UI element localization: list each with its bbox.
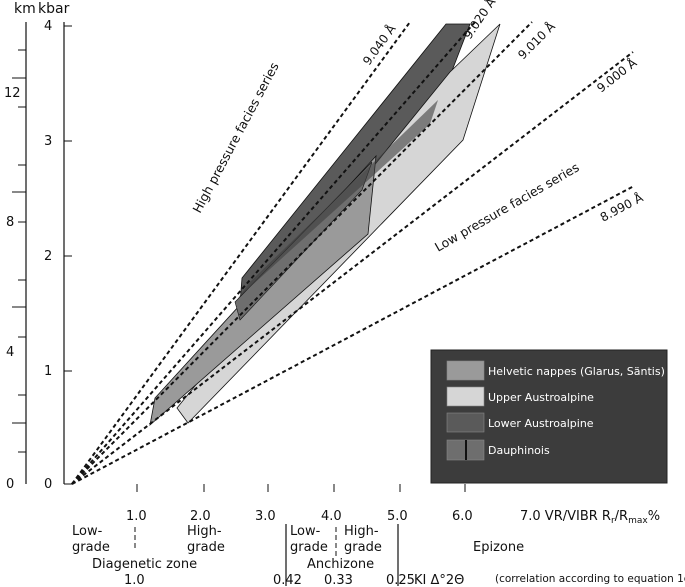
isopleth-label-9040: 9.040 Å [359,21,399,68]
ki-unit: KI Δ°2Θ [414,573,464,587]
legend-label-dauphinois: Dauphinois [488,444,550,457]
isopleth-label-8990: 8.990 Å [597,189,646,224]
anchi-high-line2: grade [344,540,382,555]
ki-value-025: 0.25 [386,573,415,587]
correlation-note: (correlation according to equation 1d) [495,573,685,585]
ki-value-1: 1.0 [124,573,145,587]
field-overlap-dark [238,100,438,298]
epizone-label: Epizone [473,540,524,555]
ki-value-033: 0.33 [324,573,353,587]
pressure-axis: 4 3 2 1 0 [44,19,72,492]
legend: Helvetic nappes (Glarus, Säntis) Upper A… [430,349,668,484]
anchi-low-line1: Low- [290,524,321,539]
depth-tick-0: 0 [6,477,14,492]
diagenetic-low-line2: grade [72,540,110,555]
legend-swatch-lower [446,412,485,433]
high-pressure-label: High pressure facies series [189,60,281,216]
legend-swatch-helvetic [446,360,485,381]
x-tick-5: 5.0 [387,509,408,524]
ki-scale: 1.0 0.42 0.33 0.25 KI Δ°2Θ (correlation … [124,573,685,587]
low-pressure-label: Low pressure facies series [432,160,582,255]
legend-label-helvetic: Helvetic nappes (Glarus, Säntis) [488,365,665,378]
isopleth-9040 [71,21,411,485]
facies-fields [149,23,501,427]
legend-swatch-upper [446,386,485,407]
anchi-low-line2: grade [290,540,328,555]
x-tick-4: 4.0 [321,509,342,524]
isopleth-9000 [71,51,634,485]
diagenetic-high-line1: High- [187,524,222,539]
diagenetic-low-line1: Low- [72,524,103,539]
isopleth-label-9010: 9.010 Å [515,18,559,62]
pressure-tick-0: 0 [44,477,52,492]
isopleths [71,21,635,485]
x-tick-3: 3.0 [255,509,276,524]
zone-labels: Low- grade High- grade Diagenetic zone L… [72,524,524,586]
isopleth-label-9000: 9.000 Å [594,55,640,96]
x-tick-6: 6.0 [452,509,473,524]
pressure-tick-3: 3 [44,134,52,149]
diagenetic-high-line2: grade [187,540,225,555]
anchizone-label: Anchizone [307,557,374,572]
depth-tick-8: 8 [6,215,14,230]
diagenetic-zone-label: Diagenetic zone [92,557,197,572]
pressure-tick-2: 2 [44,249,52,264]
x-tick-1: 1.0 [126,509,147,524]
pressure-tick-1: 1 [44,364,52,379]
pressure-axis-title: kbar [38,1,70,17]
legend-label-lower: Lower Austroalpine [488,417,594,430]
anchi-high-line1: High- [344,524,379,539]
ki-value-042: 0.42 [273,573,302,587]
legend-label-upper: Upper Austroalpine [488,391,594,404]
depth-tick-4: 4 [6,345,14,360]
x-axis-label: 7.0 VR/VIBR Rr/Rmax% [520,509,660,526]
isopleth-9010 [71,21,533,485]
depth-tick-12: 12 [4,86,21,101]
depth-axis: 12 8 4 0 [4,22,27,492]
x-axis: 1.0 2.0 3.0 4.0 5.0 6.0 7.0 VR/VIBR Rr/R… [126,484,660,526]
pressure-tick-4: 4 [44,19,52,34]
depth-axis-title: km [14,1,36,17]
x-tick-2: 2.0 [190,509,211,524]
isopleth-8990 [71,185,635,485]
